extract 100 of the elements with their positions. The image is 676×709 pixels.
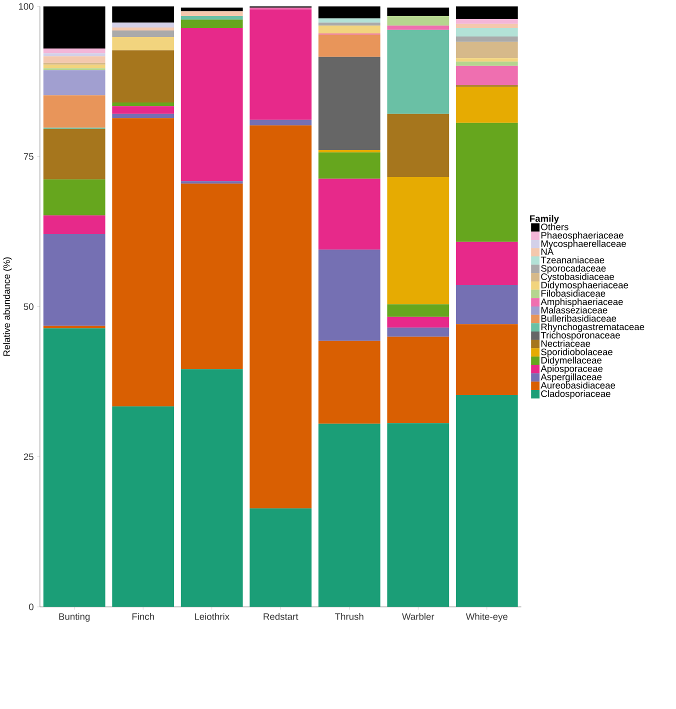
bar <box>318 152 380 179</box>
bar <box>43 64 106 68</box>
bar <box>180 28 243 182</box>
bar <box>43 234 106 326</box>
bar <box>112 22 174 28</box>
legend-label: Trichosporonaceae <box>540 332 620 340</box>
y-tick-label: 0 <box>28 604 34 610</box>
x-tick-label: Leiothrix <box>194 613 230 620</box>
bar <box>456 285 518 324</box>
bar <box>250 120 312 126</box>
bar <box>112 106 174 114</box>
bar <box>112 30 174 38</box>
legend-label: Nectriaceae <box>541 340 590 347</box>
y-tick-label: 100 <box>18 3 34 10</box>
legend-label: Amphisphaeriaceae <box>540 298 623 307</box>
bar <box>456 122 518 242</box>
bar <box>456 66 518 86</box>
legend-label: Sporocadaceae <box>540 264 606 274</box>
bar <box>180 181 243 184</box>
x-tick-label: Finch <box>132 613 154 620</box>
x-tick-label: Redstart <box>264 613 298 620</box>
bar <box>387 26 449 30</box>
bar <box>43 128 106 180</box>
bar <box>112 6 174 23</box>
bar <box>387 316 449 328</box>
bar <box>387 8 449 16</box>
bar <box>456 19 518 24</box>
legend-label: Rhynchogastremataceae <box>541 323 644 332</box>
bar <box>180 11 243 16</box>
bar <box>387 328 449 337</box>
bar <box>43 328 106 607</box>
legend-label: Sporidiobolaceae <box>540 348 612 358</box>
x-tick-label: Thrush <box>334 613 364 620</box>
bar <box>387 114 449 177</box>
bar <box>387 304 449 317</box>
bar <box>318 150 380 152</box>
x-tick-label: Warbler <box>402 613 434 620</box>
bar <box>456 86 518 123</box>
legend-label: Malasseziaceae <box>541 306 608 314</box>
bar <box>456 24 518 28</box>
bar <box>456 6 518 20</box>
bar <box>456 42 518 58</box>
bar <box>456 28 518 36</box>
bar <box>180 184 243 370</box>
legend-title: Family <box>530 215 559 224</box>
bar <box>318 56 380 150</box>
bar <box>43 53 106 56</box>
y-tick-label: 25 <box>24 453 34 460</box>
bar <box>43 70 106 96</box>
bar <box>456 242 518 286</box>
bar <box>456 36 518 42</box>
bar <box>318 6 380 18</box>
bar <box>318 250 380 341</box>
bar <box>43 179 106 216</box>
bar <box>112 102 174 106</box>
bar <box>387 423 449 607</box>
bar <box>180 16 243 20</box>
bar <box>43 215 106 234</box>
bar <box>318 340 380 424</box>
bar <box>318 22 380 26</box>
bar <box>250 125 312 508</box>
y-tick-label: 50 <box>24 303 34 310</box>
legend-label: Phaeosphaeriaceae <box>541 232 624 240</box>
bar <box>112 118 174 406</box>
legend-label: Others <box>540 223 568 230</box>
bar <box>112 27 174 30</box>
bar <box>43 48 106 54</box>
bar <box>318 424 380 607</box>
bar <box>112 406 174 607</box>
bar <box>318 178 380 250</box>
legend-label: Apiosporaceae <box>540 365 602 374</box>
bar <box>318 18 380 23</box>
x-tick-label: White-eye <box>466 613 508 622</box>
bar <box>387 176 449 304</box>
legend-label: Bulleribasidiaceae <box>541 314 616 322</box>
bar <box>318 26 380 34</box>
bar <box>180 8 243 12</box>
bar <box>250 508 312 607</box>
bar <box>456 58 518 62</box>
bar <box>456 324 518 395</box>
legend-label: Didymosphaeriaceae <box>541 282 628 290</box>
legend-label: Tzeananiaceae <box>540 256 604 264</box>
y-axis-title: Relative abundance (%) <box>2 257 12 356</box>
legend-label: Aspergillaceae <box>540 373 602 382</box>
bar <box>112 50 174 102</box>
bar <box>43 95 106 128</box>
bar <box>180 20 243 28</box>
legend-label: Didymellaceae <box>541 356 602 366</box>
legend-label: Aureobasidiaceae <box>540 382 615 389</box>
bar <box>43 326 106 328</box>
bar <box>456 62 518 66</box>
bar <box>43 56 106 63</box>
legend-label: Mycosphaerellaceae <box>541 240 626 249</box>
legend-label: Cystobasidiaceae <box>540 273 614 282</box>
bar <box>112 114 174 118</box>
bar <box>112 37 174 50</box>
bar <box>387 336 449 424</box>
legend-label: Filobasidiaceae <box>541 290 606 297</box>
bar <box>387 16 449 26</box>
bar <box>318 34 380 57</box>
